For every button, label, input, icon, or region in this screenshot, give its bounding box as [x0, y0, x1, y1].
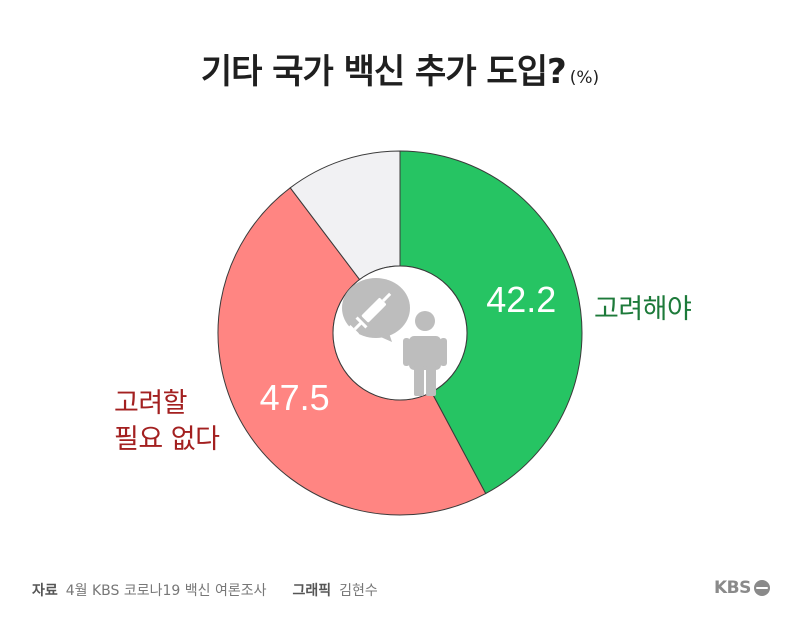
chart-title: 기타 국가 백신 추가 도입? — [200, 52, 567, 92]
syringe-icon — [348, 292, 392, 336]
chart-title-row: 기타 국가 백신 추가 도입? (%) — [0, 44, 800, 93]
value-label-consider: 42.2 — [486, 279, 556, 320]
syringe-bubble-icon — [342, 278, 410, 342]
footer: 자료 4월 KBS 코로나19 백신 여론조사 그래픽 김현수 — [32, 580, 378, 600]
person-icon — [403, 311, 447, 396]
slice-label-no-need-line2: 필요 없다 — [114, 424, 220, 455]
unit-label: (%) — [569, 68, 600, 88]
slice-label-consider: 고려해야 — [594, 294, 692, 325]
kbs-logo-text: KBS — [714, 578, 751, 598]
source-label: 자료 — [32, 583, 58, 599]
kbs-logo-icon — [753, 580, 770, 596]
graphic-credit: 김현수 — [339, 583, 378, 599]
slice-label-no-need: 고려할 필요 없다 — [114, 386, 220, 458]
kbs-logo: KBS — [714, 578, 770, 598]
value-label-no-need: 47.5 — [260, 377, 330, 418]
slice-label-no-need-line1: 고려할 — [114, 388, 188, 419]
graphic-label: 그래픽 — [292, 583, 332, 599]
source-text: 4월 KBS 코로나19 백신 여론조사 — [65, 583, 267, 599]
